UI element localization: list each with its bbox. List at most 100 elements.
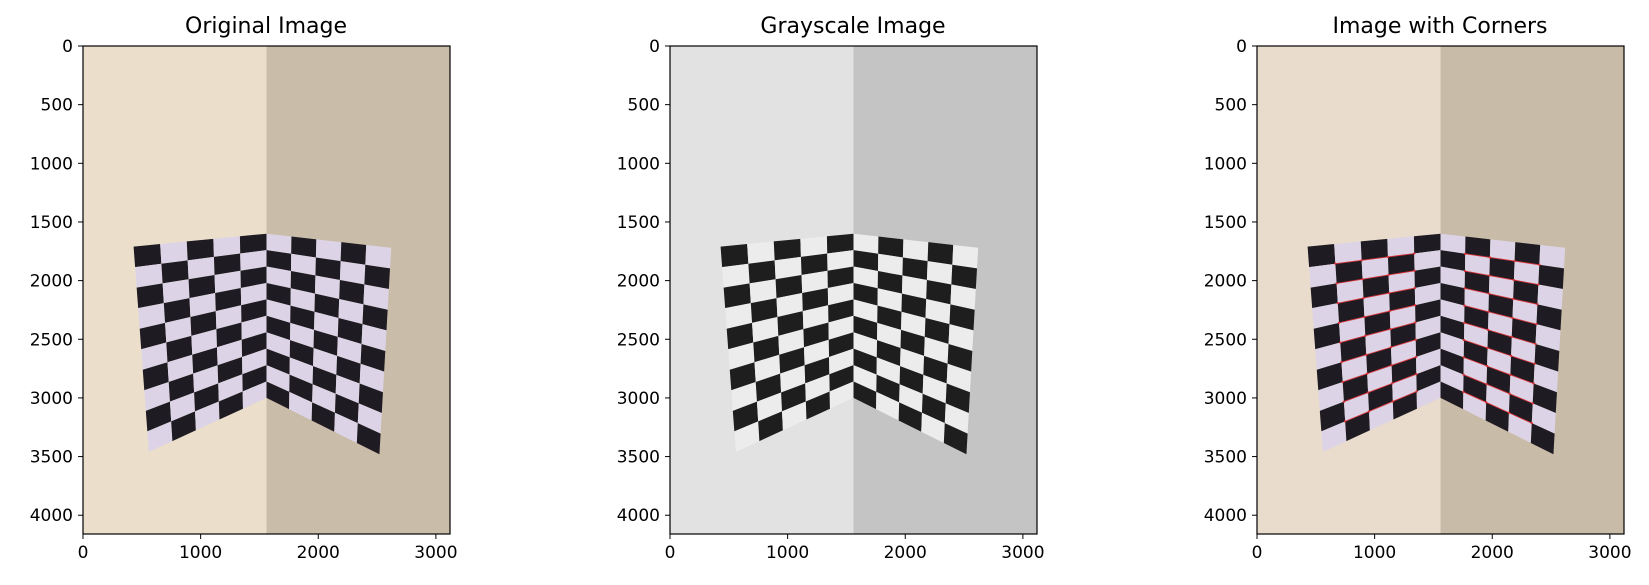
board-square xyxy=(853,282,878,306)
y-tick-label: 1500 xyxy=(30,213,73,233)
board-square xyxy=(217,339,243,366)
x-tick: 0 xyxy=(665,534,675,563)
y-ticks: 0 500 1000 1500 2000 2500 3000 3500 4000 xyxy=(617,37,670,526)
corner-point xyxy=(1486,346,1489,350)
corner-line xyxy=(1338,304,1416,324)
board-square xyxy=(215,305,242,330)
board-square xyxy=(829,381,854,409)
corner-point xyxy=(1512,278,1516,282)
board-square xyxy=(853,365,877,392)
corner-point xyxy=(1535,322,1538,326)
corner-point xyxy=(1463,269,1467,273)
board-square xyxy=(780,365,806,393)
board-square xyxy=(1464,305,1489,330)
x-tick: 1000 xyxy=(766,534,809,563)
board-square xyxy=(1512,299,1538,325)
board-square xyxy=(723,283,751,309)
corner-point xyxy=(1391,382,1394,385)
board-square xyxy=(1508,412,1532,443)
y-tick: 4000 xyxy=(617,506,670,526)
checkerboard xyxy=(133,233,392,455)
board-square xyxy=(927,242,954,265)
x-tick: 2000 xyxy=(884,534,927,563)
board-square xyxy=(1389,288,1416,312)
corner-point xyxy=(1511,316,1514,320)
board-square xyxy=(334,412,358,443)
board-square xyxy=(1530,423,1555,455)
y-tick: 2000 xyxy=(1204,272,1257,292)
corner-point xyxy=(1413,286,1417,290)
board-square xyxy=(921,393,946,424)
board-square xyxy=(1361,256,1389,280)
corner-point xyxy=(1509,373,1512,377)
y-tick: 0 xyxy=(1236,37,1257,57)
corner-point xyxy=(1414,338,1417,341)
y-tick-label: 0 xyxy=(62,37,73,57)
y-tick: 0 xyxy=(62,37,83,57)
x-tick: 1000 xyxy=(1353,534,1396,563)
board-square xyxy=(1416,348,1441,375)
board-square xyxy=(926,261,953,285)
corner-point xyxy=(1462,373,1465,376)
board-square xyxy=(753,335,780,363)
corner-point xyxy=(1341,380,1344,384)
corner-point xyxy=(1365,353,1368,356)
y-tick: 1000 xyxy=(617,154,670,174)
board-square xyxy=(160,241,188,264)
corner-point xyxy=(1389,346,1393,349)
board-square xyxy=(169,392,196,422)
x-tick: 0 xyxy=(1252,534,1262,563)
board-square xyxy=(1316,362,1343,391)
board-square xyxy=(924,317,950,344)
corner-point xyxy=(1511,297,1515,301)
board-square xyxy=(362,304,388,331)
board-square xyxy=(827,266,854,289)
board-square xyxy=(1392,374,1417,402)
corner-point xyxy=(1386,255,1390,259)
board-square xyxy=(1387,253,1415,275)
board-square xyxy=(138,303,166,329)
board-square xyxy=(900,329,925,356)
corner-point xyxy=(1387,273,1390,277)
board-square xyxy=(876,391,900,421)
corner-markers xyxy=(1334,252,1541,425)
board-square xyxy=(782,401,807,431)
board-square xyxy=(803,322,829,348)
board-square xyxy=(291,236,317,258)
board-square xyxy=(266,250,292,272)
board-square xyxy=(187,256,215,280)
x-tick: 2000 xyxy=(297,534,340,563)
corner-line xyxy=(1344,391,1417,422)
board-square xyxy=(1364,311,1391,336)
x-ticks: 0 1000 2000 3000 xyxy=(665,534,1045,563)
board-square xyxy=(359,363,385,393)
corner-point xyxy=(1462,356,1465,359)
y-tick-label: 1500 xyxy=(1204,213,1247,233)
board-square xyxy=(135,263,163,288)
board-square xyxy=(828,299,854,323)
board-square xyxy=(853,332,878,358)
board-square xyxy=(877,271,903,294)
x-tick: 2000 xyxy=(1471,534,1514,563)
x-tick: 1000 xyxy=(179,534,222,563)
board-square xyxy=(334,393,359,424)
board-square xyxy=(365,244,392,269)
y-tick-label: 2500 xyxy=(30,330,73,350)
board-square xyxy=(944,403,969,434)
board-square xyxy=(1390,322,1416,348)
board-square xyxy=(829,365,854,392)
corner-point xyxy=(1507,411,1511,414)
corner-point xyxy=(1343,420,1347,423)
x-tick: 3000 xyxy=(1588,534,1632,563)
y-tick: 4000 xyxy=(30,506,83,526)
board-square xyxy=(1488,275,1514,300)
board-square xyxy=(266,266,291,289)
board-square xyxy=(314,293,340,318)
board-square xyxy=(1489,257,1515,281)
corner-point xyxy=(1388,309,1391,313)
panel-grayscale: Grayscale Image 0 1000 2000 3000 0 500 1… xyxy=(617,14,1045,563)
board-square xyxy=(1485,402,1509,432)
corner-line xyxy=(1464,270,1539,286)
board-square xyxy=(1341,354,1368,382)
board-square xyxy=(240,250,267,271)
